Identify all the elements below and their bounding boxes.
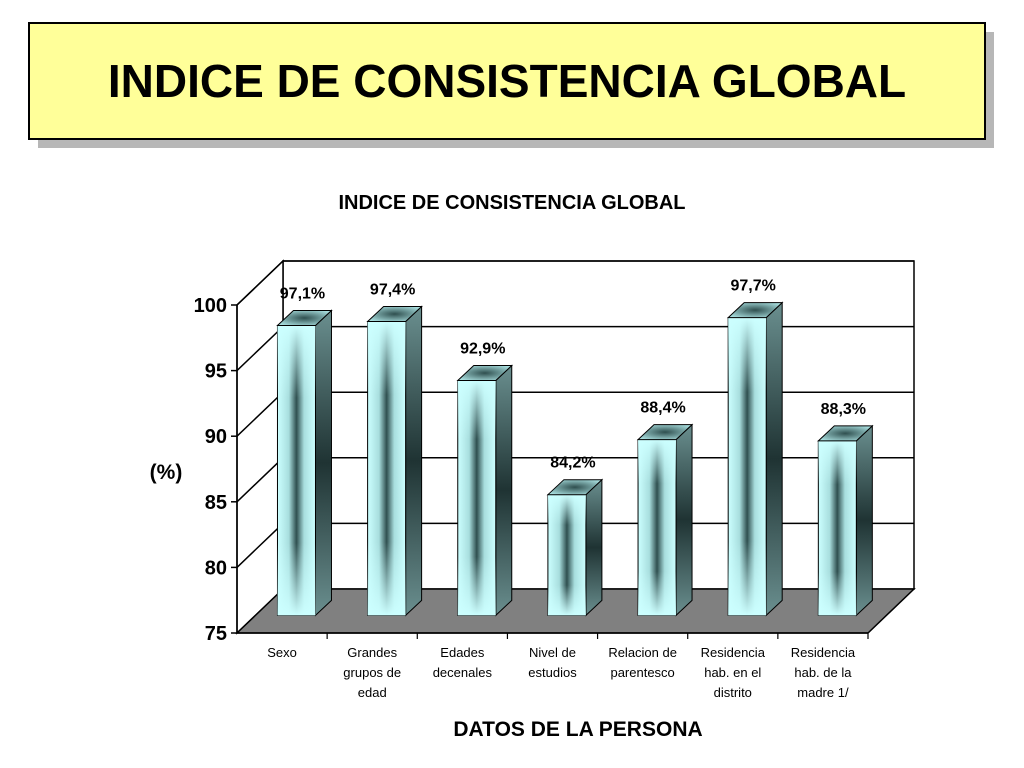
category-label: Sexo — [267, 645, 297, 660]
bar-top — [817, 425, 874, 442]
category-label: parentesco — [610, 665, 674, 680]
y-tick-label: 75 — [205, 623, 227, 645]
bar-group — [546, 478, 604, 617]
data-label: 97,1% — [280, 285, 325, 302]
data-label: 97,4% — [370, 282, 415, 299]
category-label: Residencia — [791, 645, 856, 660]
gridline — [236, 260, 914, 306]
category-label: distrito — [714, 685, 752, 700]
bar-highlight — [367, 321, 406, 616]
bar-group — [636, 423, 694, 617]
category-label: estudios — [528, 665, 577, 680]
category-label: Edades — [440, 645, 485, 660]
slide-title: INDICE DE CONSISTENCIA GLOBAL — [107, 55, 907, 107]
bar-top — [276, 309, 333, 326]
bar-side — [495, 364, 513, 617]
bar-side — [855, 424, 873, 617]
bar-group — [366, 305, 423, 617]
data-label: 92,9% — [460, 341, 505, 358]
bar-highlight — [638, 439, 677, 616]
x-axis-label: DATOS DE LA PERSONA — [453, 718, 702, 741]
bar-highlight — [728, 317, 767, 616]
category-label: Nivel de — [529, 645, 576, 660]
data-label: 88,3% — [821, 401, 866, 418]
y-axis-label: (%) — [150, 461, 183, 484]
y-tick-label: 90 — [205, 426, 227, 448]
bar-side — [405, 305, 423, 617]
bar-side — [314, 309, 332, 617]
bar-side — [765, 301, 783, 617]
bar-top — [726, 302, 784, 319]
data-label: 84,2% — [550, 455, 595, 472]
title-banner: INDICE DE CONSISTENCIA GLOBAL — [28, 22, 986, 140]
category-label: grupos de — [343, 665, 401, 680]
category-label: Residencia — [701, 645, 766, 660]
bar-side — [585, 478, 603, 617]
bar-top — [546, 479, 604, 496]
category-label: hab. de la — [794, 665, 852, 680]
bar-highlight — [457, 380, 496, 616]
y-tick-label: 95 — [205, 361, 227, 383]
bar-group — [456, 364, 514, 617]
bar-group — [817, 424, 874, 617]
category-label: madre 1/ — [797, 685, 849, 700]
category-label: Grandes — [347, 645, 397, 660]
chart-side-wall — [236, 259, 284, 635]
category-label: edad — [358, 685, 387, 700]
y-tick-label: 80 — [205, 557, 227, 579]
category-label: Relacion de — [608, 645, 677, 660]
category-label: decenales — [433, 665, 493, 680]
y-tick-label: 85 — [205, 492, 227, 514]
bar-highlight — [818, 440, 857, 616]
bar-top — [456, 365, 514, 382]
chart-title: INDICE DE CONSISTENCIA GLOBAL — [338, 192, 685, 214]
category-label: hab. en el — [704, 665, 761, 680]
bar-top — [636, 424, 694, 441]
bar-group — [276, 309, 333, 617]
bar-highlight — [277, 325, 316, 616]
data-label: 97,7% — [730, 278, 775, 295]
data-label: 88,4% — [640, 400, 685, 417]
y-tick-label: 100 — [194, 295, 227, 317]
bar-group — [726, 301, 784, 617]
bar-side — [675, 423, 693, 617]
bar-top — [366, 306, 423, 323]
bar-highlight — [547, 494, 586, 616]
